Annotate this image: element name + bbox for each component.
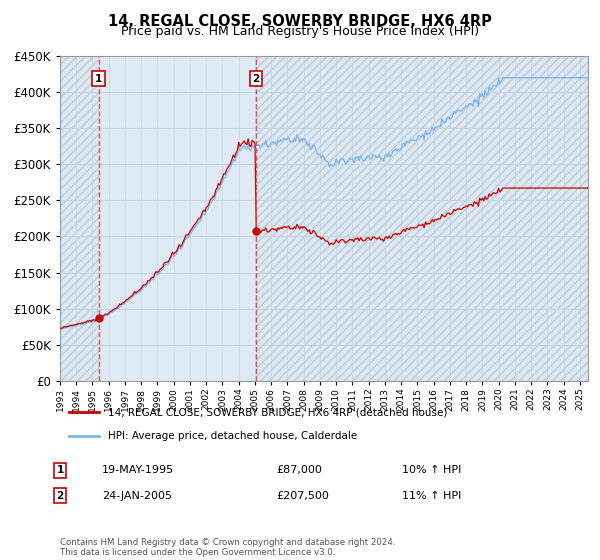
Text: 14, REGAL CLOSE, SOWERBY BRIDGE, HX6 4RP (detached house): 14, REGAL CLOSE, SOWERBY BRIDGE, HX6 4RP… <box>107 408 447 418</box>
Text: 2: 2 <box>56 491 64 501</box>
Text: 19-MAY-1995: 19-MAY-1995 <box>102 465 174 475</box>
Text: 1: 1 <box>95 74 102 84</box>
Text: 2: 2 <box>253 74 260 84</box>
Text: HPI: Average price, detached house, Calderdale: HPI: Average price, detached house, Cald… <box>107 431 357 441</box>
Bar <box>60 56 98 381</box>
Text: 10% ↑ HPI: 10% ↑ HPI <box>402 465 461 475</box>
Text: 24-JAN-2005: 24-JAN-2005 <box>102 491 172 501</box>
Text: 14, REGAL CLOSE, SOWERBY BRIDGE, HX6 4RP: 14, REGAL CLOSE, SOWERBY BRIDGE, HX6 4RP <box>108 14 492 29</box>
Text: 1: 1 <box>56 465 64 475</box>
Text: £207,500: £207,500 <box>276 491 329 501</box>
Text: Price paid vs. HM Land Registry's House Price Index (HPI): Price paid vs. HM Land Registry's House … <box>121 25 479 38</box>
Bar <box>256 56 588 381</box>
Text: 11% ↑ HPI: 11% ↑ HPI <box>402 491 461 501</box>
Text: £87,000: £87,000 <box>276 465 322 475</box>
Text: Contains HM Land Registry data © Crown copyright and database right 2024.
This d: Contains HM Land Registry data © Crown c… <box>60 538 395 557</box>
Bar <box>98 56 256 381</box>
